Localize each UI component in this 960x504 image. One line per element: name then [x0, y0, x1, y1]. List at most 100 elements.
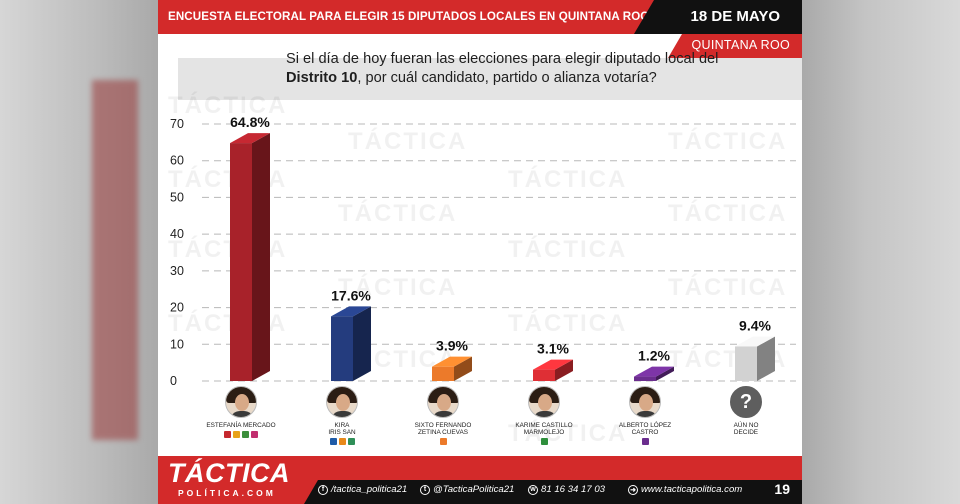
bar-top: [432, 356, 472, 367]
bar: [735, 346, 757, 381]
bar: [331, 316, 353, 381]
bar-side: [555, 359, 573, 381]
poll-question: Si el día de hoy fueran las elecciones p…: [286, 50, 766, 88]
question-band: [178, 58, 802, 100]
data-label: 3.1%: [537, 341, 569, 357]
candidate-name-line1: SIXTO FERNANDO: [414, 422, 472, 429]
candidate-item: ESTEFANÍA MERCADO: [196, 384, 286, 439]
y-tick-label: 60: [170, 154, 184, 168]
party-logo-icon: [233, 431, 240, 439]
bar-top: [533, 359, 573, 370]
data-label: 9.4%: [739, 317, 771, 333]
photo-body: [331, 411, 355, 417]
bar: [432, 366, 454, 381]
data-label: 3.9%: [436, 338, 468, 354]
header-region: QUINTANA ROO: [691, 38, 790, 52]
party-logos: [297, 438, 387, 446]
candidate-name-line2: ZETINA CUEVAS: [418, 429, 468, 437]
whatsapp-icon: w: [528, 484, 538, 495]
candidate-name: AÚN NO DECIDE: [701, 422, 791, 436]
candidate-item: KARIME CASTILLO MARMOLEJO: [499, 384, 589, 446]
party-logos: [196, 431, 286, 439]
background-right: [802, 0, 960, 504]
candidate-name: KIRA IRIS SAN: [297, 422, 387, 436]
candidate-name-line1: ALBERTO LÓPEZ: [618, 422, 672, 429]
header-date-band: 18 DE MAYO: [634, 0, 802, 34]
watermark: TÁCTICA: [338, 274, 458, 301]
photo-face: [538, 394, 552, 411]
candidate-name-line2: DECIDE: [733, 429, 759, 437]
header-date: 18 DE MAYO: [690, 8, 780, 25]
candidate-name: SIXTO FERNANDO ZETINA CUEVAS: [398, 422, 488, 436]
candidate-name-line1: KARIME CASTILLO: [515, 422, 573, 429]
party-logo-icon: [439, 438, 447, 446]
photo-face: [437, 394, 451, 411]
watermark: TÁCTICA: [168, 92, 288, 119]
watermark: TÁCTICA: [508, 236, 628, 263]
bar-top: [634, 366, 674, 377]
page-number: 19: [774, 481, 790, 497]
watermark: TÁCTICA: [668, 274, 788, 301]
party-logo-icon: [641, 438, 649, 446]
y-tick-label: 70: [170, 117, 184, 131]
candidate-item: ? AÚN NO DECIDE: [701, 384, 791, 436]
header-title: ENCUESTA ELECTORAL PARA ELEGIR 15 DIPUTA…: [168, 10, 650, 23]
y-tick-label: 40: [170, 227, 184, 241]
candidate-name: ALBERTO LÓPEZ CASTRO: [600, 422, 690, 436]
data-label: 1.2%: [638, 348, 670, 364]
party-logo-icon: [347, 438, 355, 446]
candidate-name-line1: AÚN NO: [733, 422, 759, 429]
party-logo-icon: [242, 431, 249, 439]
candidate-name: KARIME CASTILLO MARMOLEJO: [499, 422, 589, 436]
bar-top: [331, 306, 371, 317]
bar-top: [230, 133, 270, 144]
bar-side: [757, 336, 775, 381]
party-logos: [398, 438, 488, 446]
party-logo-icon: [338, 438, 346, 446]
facebook-contact: f /tactica_politica21: [318, 484, 407, 495]
candidate-name-line1: ESTEFANÍA MERCADO: [206, 422, 276, 429]
watermark: TÁCTICA: [508, 420, 628, 447]
watermark: TÁCTICA: [348, 128, 468, 155]
y-tick-label: 30: [170, 264, 184, 278]
candidate-photo: [528, 386, 560, 418]
question-mark-icon: ?: [730, 386, 762, 418]
photo-body: [432, 411, 456, 417]
brand-subtitle: POLÍTICA.COM: [178, 488, 276, 498]
bar-side: [656, 366, 674, 381]
question-band-edge: [158, 58, 178, 100]
bar-side: [353, 306, 371, 381]
background-ghost-bar: [92, 80, 138, 440]
footer-contact-band: [304, 480, 802, 504]
candidate-name-line2: CASTRO: [631, 429, 659, 437]
facebook-icon: f: [318, 484, 328, 495]
y-tick-label: 50: [170, 190, 184, 204]
photo-face: [235, 394, 249, 411]
watermark: TÁCTICA: [668, 128, 788, 155]
question-district: Distrito 10: [286, 70, 358, 86]
header-region-band: [668, 34, 802, 58]
candidate-item: KIRA IRIS SAN: [297, 384, 387, 446]
bar-side: [454, 356, 472, 381]
party-logo-icon: [329, 438, 337, 446]
question-mark-glyph: ?: [739, 390, 753, 413]
phone-number: 81 16 34 17 03: [541, 484, 606, 495]
background-left: [0, 0, 158, 504]
bar: [634, 376, 656, 381]
facebook-handle: /tactica_politica21: [331, 484, 408, 495]
question-text-2: , por cuál candidato, partido o alianza …: [357, 70, 657, 86]
brand-logo: TÁCTICA: [168, 458, 290, 488]
party-logos: [600, 438, 690, 446]
candidate-photo: [427, 386, 459, 418]
party-logo-icon: [540, 438, 548, 446]
poll-card: ENCUESTA ELECTORAL PARA ELEGIR 15 DIPUTA…: [158, 0, 802, 504]
candidate-name-line1: KIRA: [334, 422, 350, 429]
website-contact: ➜ www.tacticapolitica.com: [628, 484, 742, 495]
twitter-icon: t: [420, 484, 430, 495]
photo-body: [634, 411, 658, 417]
photo-body: [230, 411, 254, 417]
bar-chart: 0 10 20 30 40 50 60 70 64.8% 17.6% 3.9% 3.1% 1.2% 9.4…: [170, 114, 796, 388]
y-tick-label: 0: [170, 374, 177, 388]
candidate-name: ESTEFANÍA MERCADO: [196, 422, 286, 429]
y-tick-label: 20: [170, 301, 184, 315]
